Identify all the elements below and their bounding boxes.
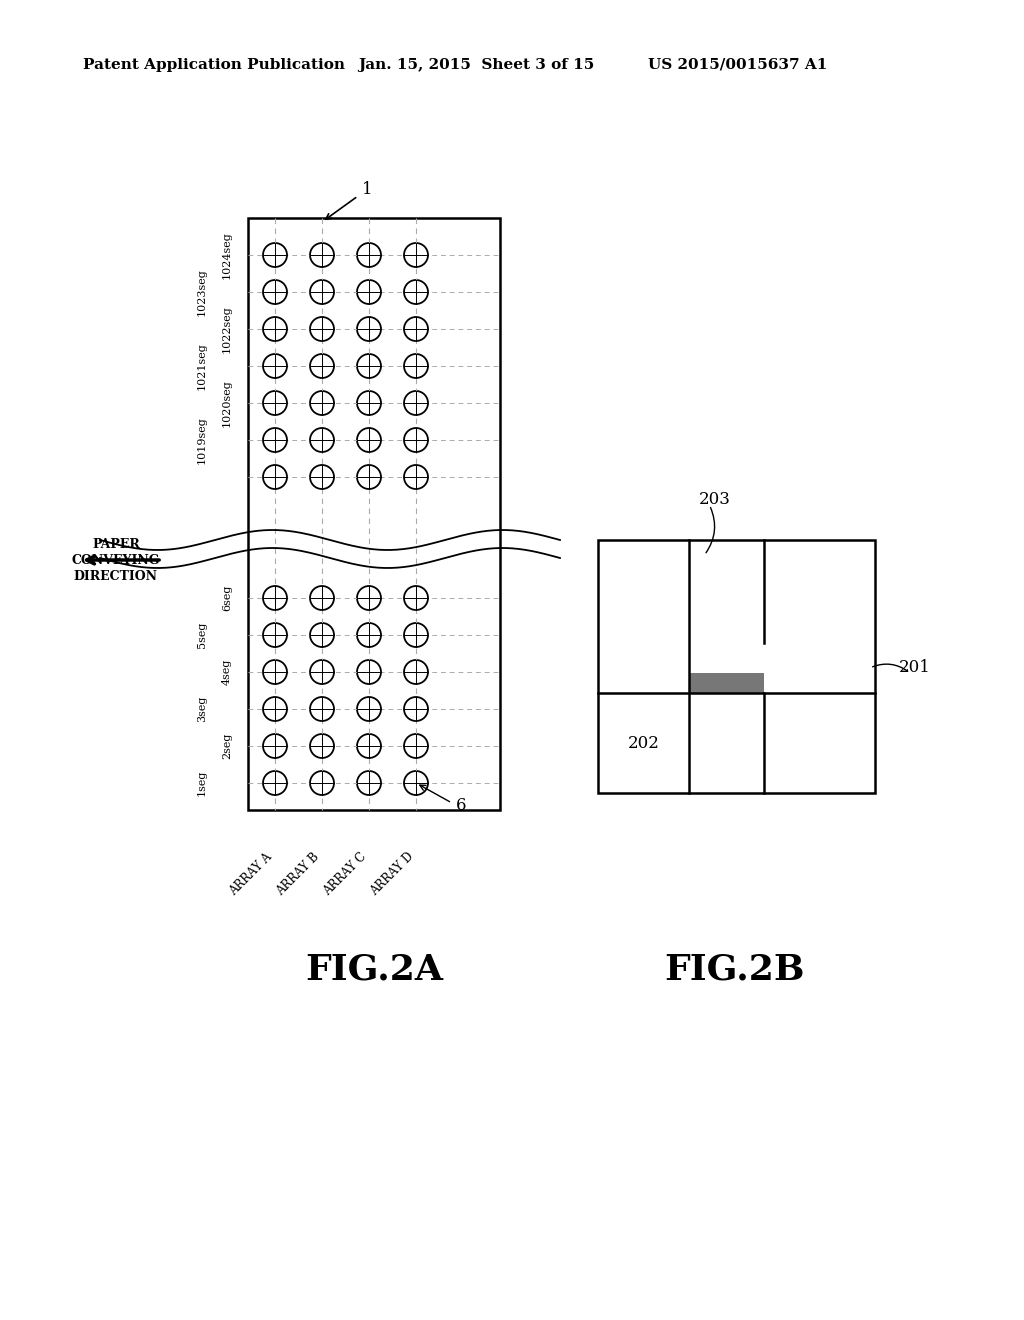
Text: Jan. 15, 2015  Sheet 3 of 15: Jan. 15, 2015 Sheet 3 of 15 xyxy=(358,58,594,73)
Text: 1019seg: 1019seg xyxy=(197,416,207,463)
Text: ARRAY C: ARRAY C xyxy=(321,850,369,898)
Polygon shape xyxy=(689,643,874,693)
Text: ARRAY B: ARRAY B xyxy=(274,850,322,898)
Text: 203: 203 xyxy=(698,491,730,508)
Bar xyxy=(598,540,874,793)
FancyArrowPatch shape xyxy=(872,664,907,671)
Text: Patent Application Publication: Patent Application Publication xyxy=(83,58,345,73)
Text: 201: 201 xyxy=(899,660,931,676)
Text: 2seg: 2seg xyxy=(222,733,232,759)
Polygon shape xyxy=(689,540,764,643)
Text: 1020seg: 1020seg xyxy=(222,379,232,426)
Text: 6: 6 xyxy=(456,797,467,814)
Text: 6seg: 6seg xyxy=(222,585,232,611)
Text: FIG.2B: FIG.2B xyxy=(665,953,805,987)
Polygon shape xyxy=(689,673,764,693)
Text: 1024seg: 1024seg xyxy=(222,231,232,279)
Text: ARRAY A: ARRAY A xyxy=(227,850,275,898)
Text: PAPER
CONVEYING
DIRECTION: PAPER CONVEYING DIRECTION xyxy=(72,537,160,582)
Text: 5seg: 5seg xyxy=(197,622,207,648)
Text: 1022seg: 1022seg xyxy=(222,305,232,352)
Text: FIG.2A: FIG.2A xyxy=(305,953,443,987)
Text: 1: 1 xyxy=(362,181,373,198)
Text: 3seg: 3seg xyxy=(197,696,207,722)
Text: 1023seg: 1023seg xyxy=(197,268,207,315)
Text: 1021seg: 1021seg xyxy=(197,342,207,389)
Text: 1seg: 1seg xyxy=(197,770,207,796)
Text: 4seg: 4seg xyxy=(222,659,232,685)
Text: US 2015/0015637 A1: US 2015/0015637 A1 xyxy=(648,58,827,73)
FancyArrowPatch shape xyxy=(706,507,715,553)
Text: ARRAY D: ARRAY D xyxy=(368,850,416,899)
Text: 202: 202 xyxy=(628,734,659,751)
